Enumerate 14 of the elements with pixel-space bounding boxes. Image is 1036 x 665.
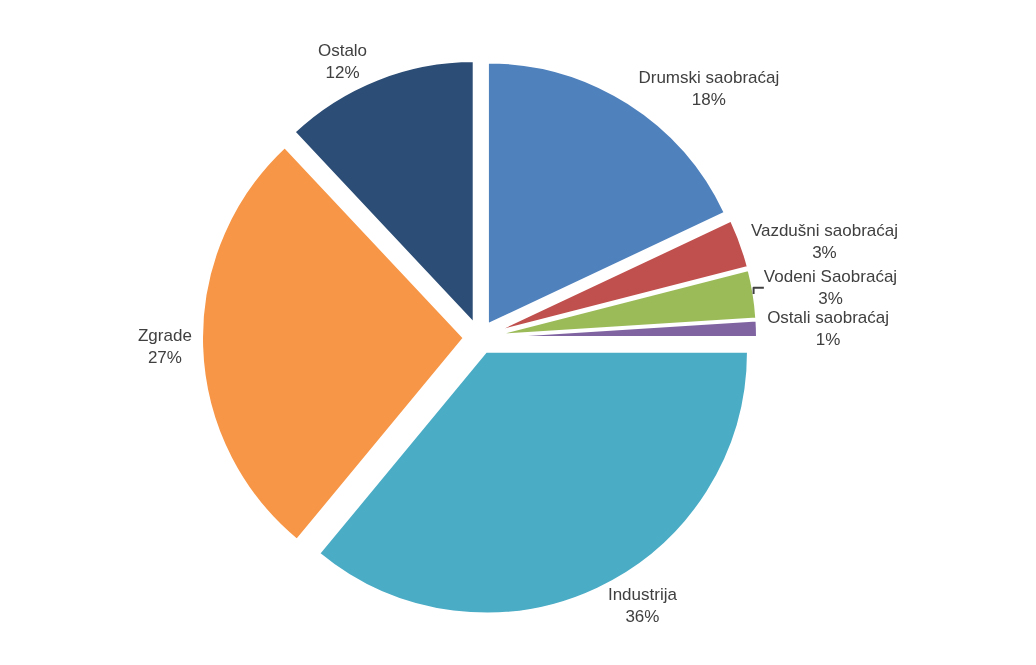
data-label: 3% <box>818 289 843 309</box>
data-label: 36% <box>625 606 660 626</box>
slice-label: Zgrade <box>137 325 192 345</box>
data-label: 12% <box>325 63 360 83</box>
data-label: 18% <box>691 90 726 110</box>
data-label: 3% <box>812 242 837 262</box>
data-label: 27% <box>147 347 182 367</box>
slice-label: Vodeni Saobraćaj <box>763 267 898 287</box>
slice-label: Drumski saobraćaj <box>638 68 780 87</box>
slice-label: Ostali saobraćaj <box>767 308 890 328</box>
slice-label: Industrija <box>607 584 678 604</box>
slice-label: Vazdušni saobraćaj <box>750 220 898 240</box>
slice-label: Ostalo <box>317 41 368 61</box>
data-label: 1% <box>815 330 841 350</box>
